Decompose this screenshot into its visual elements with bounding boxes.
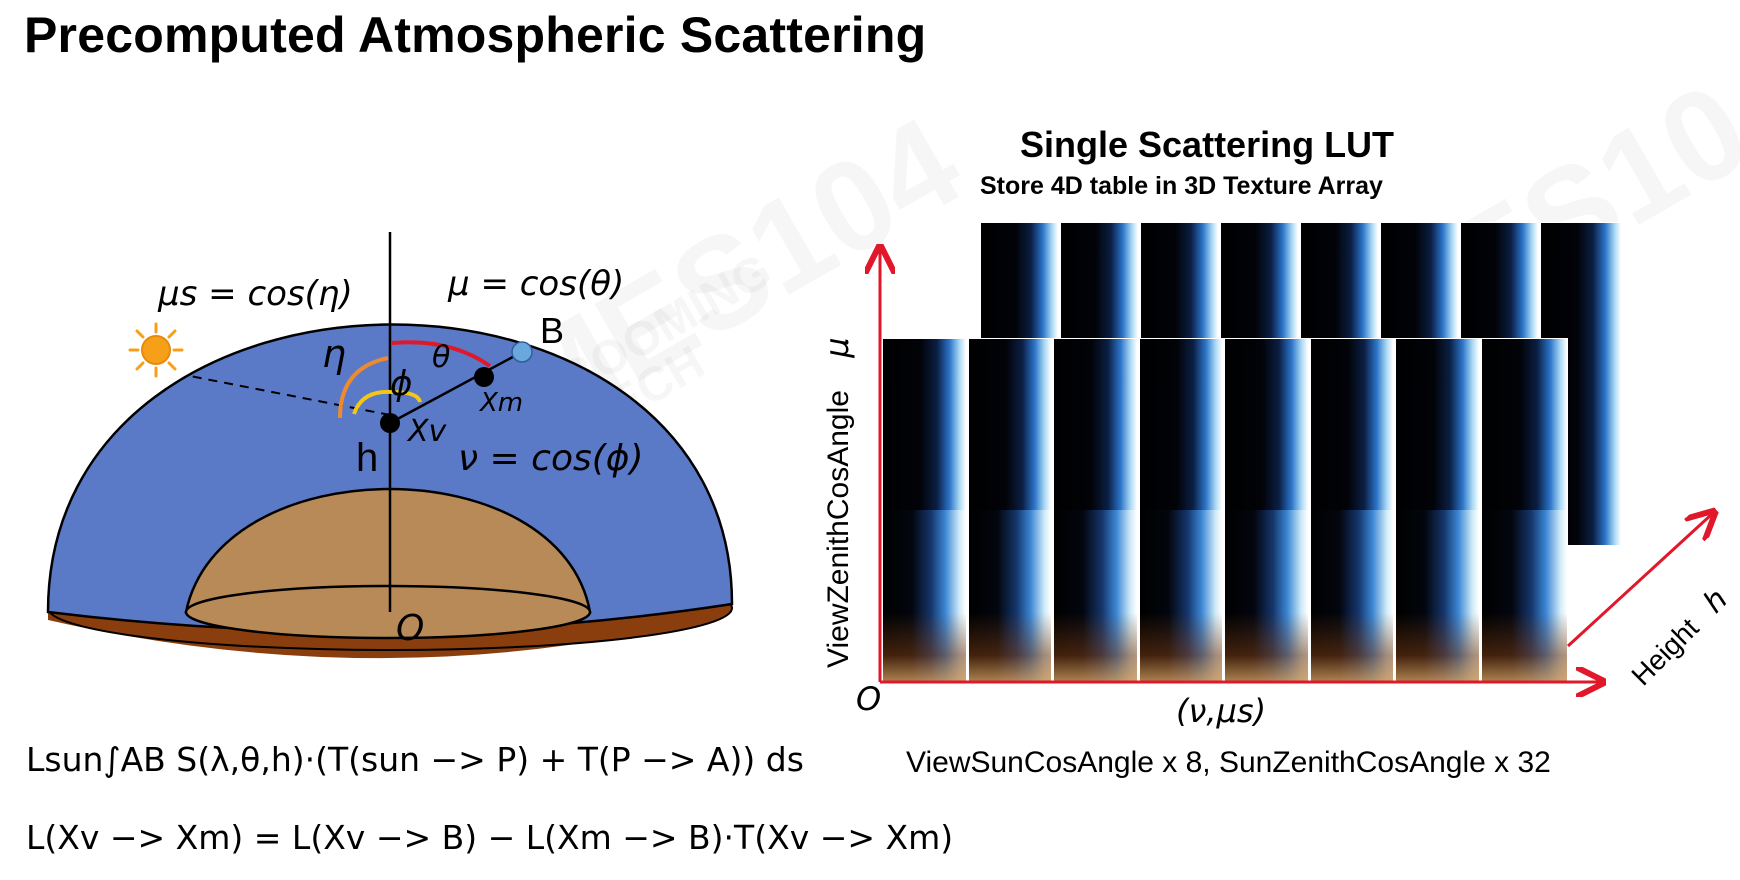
lut-axes <box>860 240 1720 710</box>
lut-y-axis-text: ViewZenithCosAngle <box>822 390 855 668</box>
lut-origin-label: O <box>856 680 882 718</box>
lut-caption: ViewSunCosAngle x 8, SunZenithCosAngle x… <box>906 746 1551 779</box>
lut-slice <box>883 339 969 510</box>
lut-y-axis-symbol: μ <box>818 337 856 358</box>
lut-slice <box>883 510 969 681</box>
lut-slice <box>1139 339 1225 510</box>
lut-slice <box>1054 510 1140 681</box>
phi-label: ϕ <box>390 364 413 404</box>
lut-slice <box>968 510 1054 681</box>
point-xv <box>380 413 400 433</box>
lut-slice <box>1054 339 1140 510</box>
lut-slice <box>1396 339 1482 510</box>
lut-subtitle: Store 4D table in 3D Texture Array <box>980 172 1383 200</box>
point-b <box>511 341 533 363</box>
lut-slice <box>1396 510 1482 681</box>
equation-transmittance: L(Xv −> Xm) = L(Xv −> B) − L(Xm −> B)·T(… <box>26 818 954 857</box>
lut-slice <box>1225 339 1311 510</box>
lut-slice <box>1310 339 1396 510</box>
phi-arc <box>352 389 422 415</box>
mu-equation: μ = cos(θ) <box>448 264 625 304</box>
lut-depth-axis <box>1566 514 1712 648</box>
lut-slice <box>1225 510 1311 681</box>
height-label: h <box>356 436 379 480</box>
point-xm <box>474 367 494 387</box>
lut-slice <box>1481 510 1567 681</box>
point-b-label: B <box>540 310 565 351</box>
lut-slice <box>1139 510 1225 681</box>
lut-y-axis-label: ViewZenithCosAngle μ <box>818 337 856 668</box>
origin-label-diagram: O <box>396 608 425 649</box>
xv-label: Xv <box>408 414 447 449</box>
xm-label: Xm <box>480 388 524 418</box>
planet-base-ellipse <box>184 584 592 640</box>
lut-x-axis-label: (ν,μs) <box>1176 692 1267 730</box>
eta-arc <box>338 356 389 419</box>
lut-slice <box>1310 510 1396 681</box>
view-ray <box>389 350 523 425</box>
theta-label: θ <box>432 340 451 375</box>
lut-front-layer <box>882 338 1568 682</box>
equation-sun-integral: Lsun∫AB S(λ,θ,h)·(T(sun −> P) + T(P −> A… <box>26 740 804 779</box>
nu-equation: ν = cos(ϕ) <box>458 438 644 479</box>
eta-label: η <box>322 332 347 376</box>
page-title: Precomputed Atmospheric Scattering <box>24 7 927 63</box>
lut-slice <box>968 339 1054 510</box>
theta-arc <box>391 340 492 368</box>
planet-dome <box>184 487 592 614</box>
mu-s-equation: μs = cos(η) <box>158 274 353 314</box>
lut-slice <box>1481 339 1567 510</box>
lut-title: Single Scattering LUT <box>1020 124 1395 165</box>
sun-icon <box>128 322 184 378</box>
atmosphere-diagram <box>46 232 734 659</box>
